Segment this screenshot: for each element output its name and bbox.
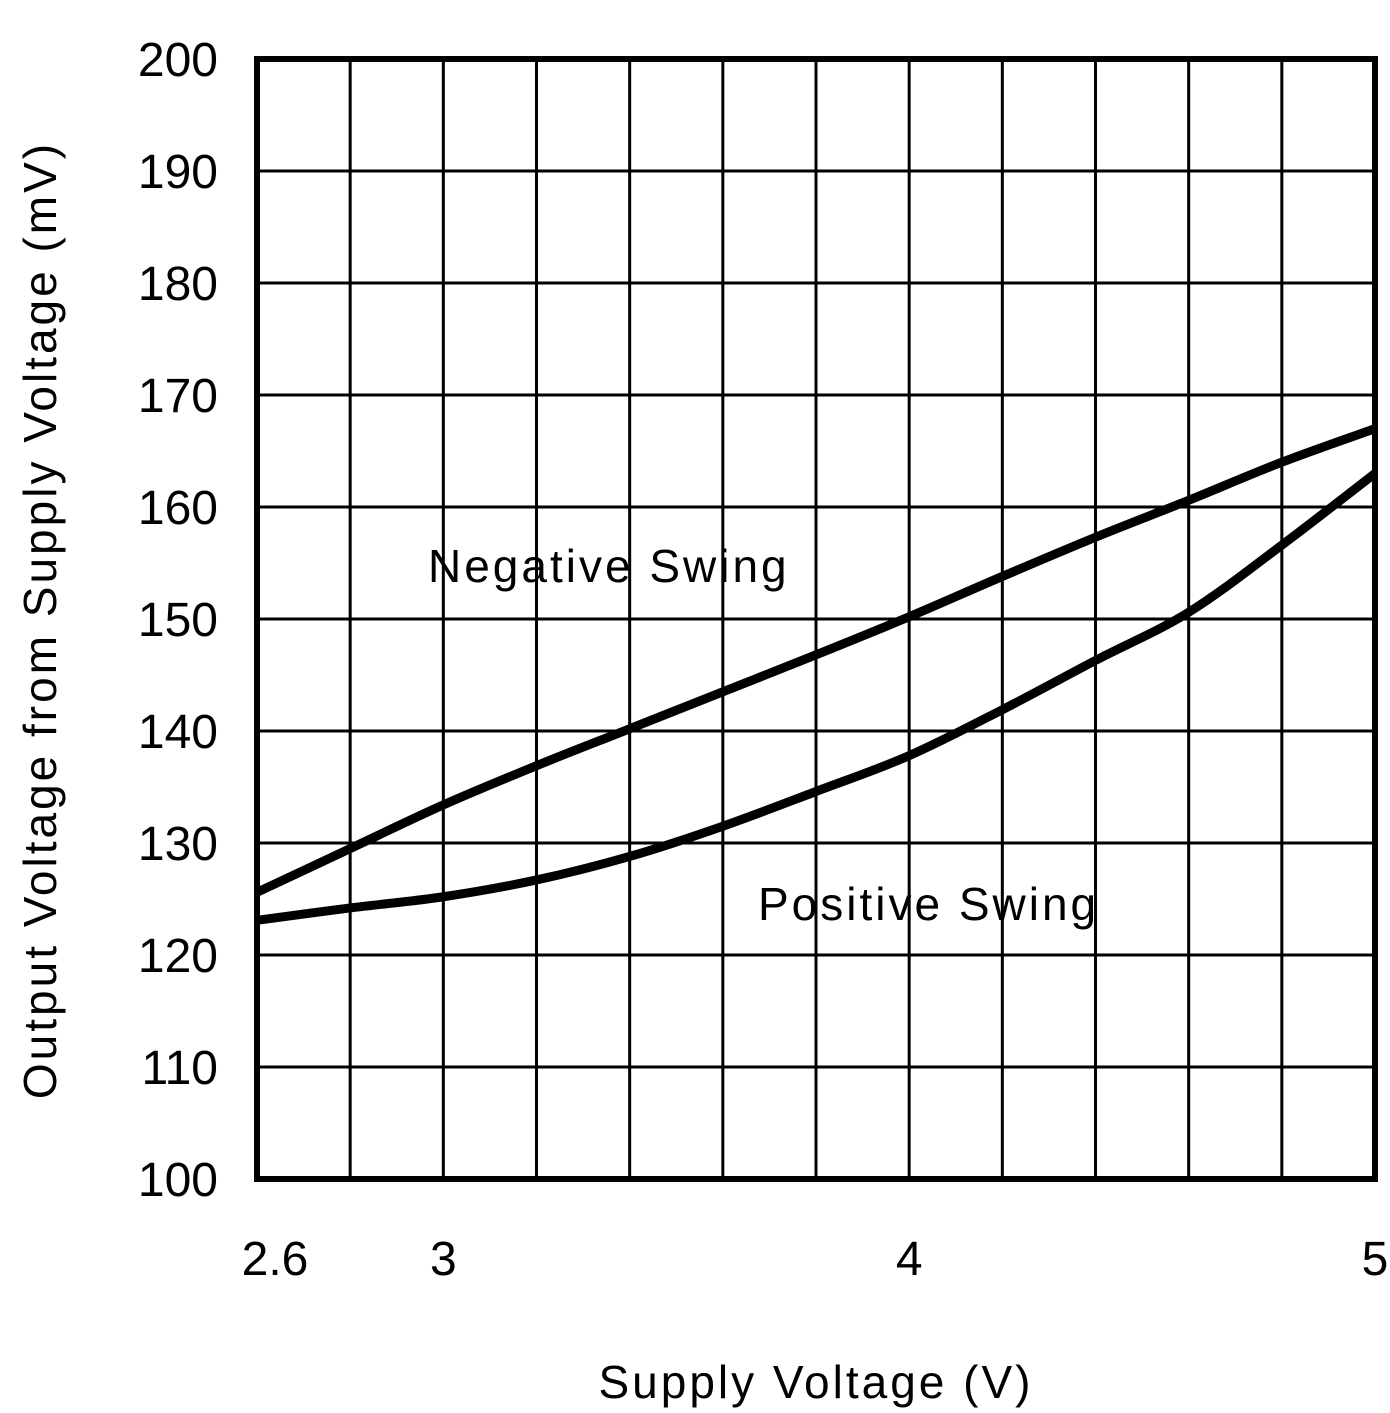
x-tick-labels: 2.6 3 4 5 — [242, 1233, 1389, 1286]
y-axis-label: Output Voltage from Supply Voltage (mV) — [14, 141, 66, 1099]
y-tick-label: 140 — [138, 706, 218, 759]
y-tick-label: 150 — [138, 594, 218, 647]
series-line-negative-swing — [255, 424, 1377, 897]
y-tick-label: 100 — [138, 1154, 218, 1207]
y-tick-label: 180 — [138, 258, 218, 311]
x-axis-label: Supply Voltage (V) — [598, 1356, 1033, 1408]
grid — [257, 59, 1375, 1179]
y-tick-label: 200 — [138, 34, 218, 87]
series-lines — [255, 424, 1378, 925]
y-tick-label: 160 — [138, 482, 218, 535]
y-tick-label: 120 — [138, 930, 218, 983]
annotation-positive-swing: Positive Swing — [758, 878, 1099, 930]
series-line-positive-swing — [256, 469, 1378, 925]
x-tick-label: 4 — [896, 1233, 923, 1286]
y-tick-labels: 100 110 120 130 140 150 160 170 180 190 200 — [138, 34, 218, 1207]
y-tick-label: 170 — [138, 370, 218, 423]
x-tick-label: 5 — [1362, 1233, 1389, 1286]
x-tick-label: 3 — [430, 1233, 457, 1286]
plot-frame — [254, 56, 1378, 1182]
y-tick-label: 130 — [138, 818, 218, 871]
y-tick-label: 110 — [141, 1042, 218, 1095]
x-tick-label: 2.6 — [242, 1233, 309, 1286]
y-tick-label: 190 — [138, 146, 218, 199]
annotation-negative-swing: Negative Swing — [428, 540, 790, 592]
